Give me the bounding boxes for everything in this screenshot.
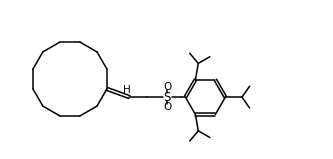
Text: H: H bbox=[123, 85, 131, 95]
Text: S: S bbox=[164, 91, 171, 104]
Text: O: O bbox=[163, 82, 171, 92]
Text: O: O bbox=[163, 102, 171, 112]
